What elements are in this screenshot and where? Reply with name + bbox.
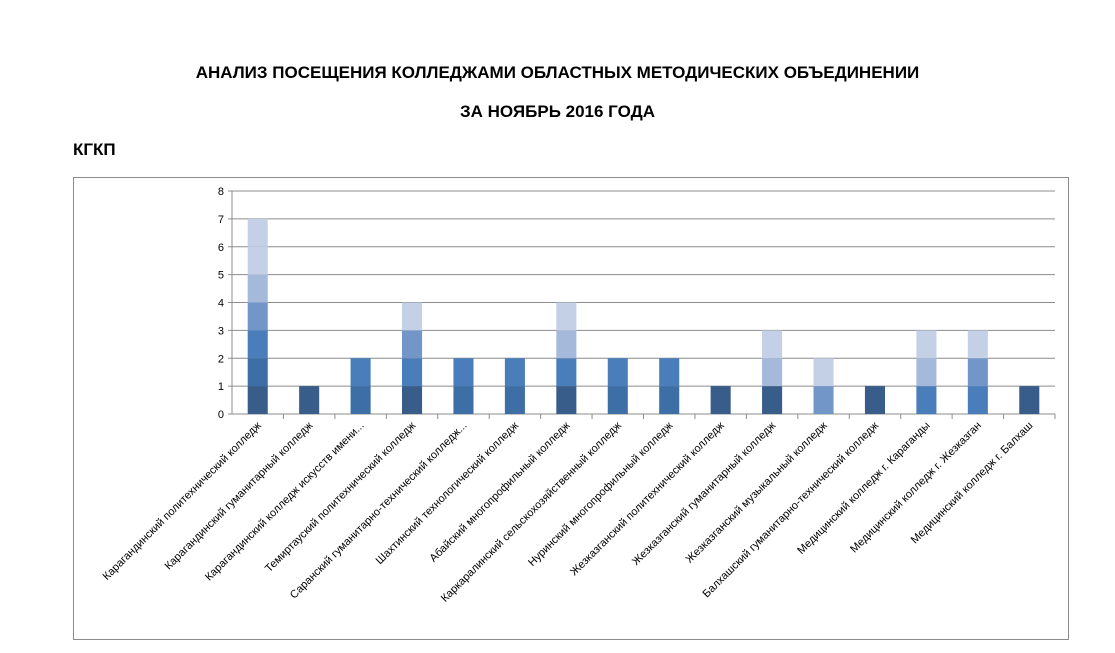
bar-segment-11-2	[762, 358, 783, 387]
bar-segment-7-1	[556, 386, 577, 414]
chart-title-line-2: ЗА НОЯБРЬ 2016 ГОДА	[460, 102, 655, 121]
y-tick-label-3: 3	[218, 325, 224, 337]
bar-segment-1-7	[247, 218, 268, 247]
chart-frame: 0 1 2 3 4 5 6 7 8 Карагандинский политехнический …	[73, 177, 1069, 640]
bar-segment-6-1	[504, 386, 525, 414]
bar-segment-9-1	[659, 386, 680, 414]
bar-segment-12-2	[813, 358, 834, 387]
bar-segment-9-2	[659, 358, 680, 387]
bar-segment-11-3	[762, 330, 783, 359]
category-label-8: Каркаралинский сельскохозяйственный колл…	[439, 419, 624, 604]
bar-segment-4-1	[402, 386, 423, 414]
y-tick-label-7: 7	[218, 214, 224, 226]
bar-segment-14-3	[916, 330, 937, 359]
bar-segment-2-1	[299, 386, 320, 414]
bar-segment-7-3	[556, 330, 577, 359]
category-label-5: Саранский гуманитарно-технический коллед…	[288, 420, 470, 602]
bar-segment-1-2	[247, 358, 268, 387]
bar-segment-1-6	[247, 246, 268, 275]
y-tick-label-8: 8	[218, 186, 224, 198]
bar-segment-4-2	[402, 358, 423, 387]
bar-segment-8-1	[607, 386, 628, 414]
bar-segment-3-1	[350, 386, 371, 414]
bar-segment-7-4	[556, 302, 577, 331]
bar-segment-1-1	[247, 386, 268, 414]
bar-segment-14-1	[916, 386, 937, 414]
category-label-13: Балхашский гуманитарно-технический колле…	[701, 419, 882, 600]
bar-segment-15-2	[967, 358, 988, 387]
bar-segment-14-2	[916, 358, 937, 387]
bar-segment-1-3	[247, 330, 268, 359]
bar-segment-10-1	[710, 386, 731, 414]
bar-segment-7-2	[556, 358, 577, 387]
y-tick-label-2: 2	[218, 353, 224, 365]
y-tick-label-6: 6	[218, 242, 224, 254]
bar-segment-3-2	[350, 358, 371, 387]
bar-segment-1-4	[247, 302, 268, 331]
bar-segment-12-1	[813, 386, 834, 414]
y-tick-label-1: 1	[218, 381, 224, 393]
bar-segment-4-4	[402, 302, 423, 331]
y-tick-label-5: 5	[218, 270, 224, 282]
y-tick-label-4: 4	[218, 298, 224, 310]
bar-segment-1-5	[247, 274, 268, 303]
bar-segment-11-1	[762, 386, 783, 414]
bar-segment-15-1	[967, 386, 988, 414]
bar-segment-4-3	[402, 330, 423, 359]
bar-segment-6-2	[504, 358, 525, 387]
chart-title-line-1: АНАЛИЗ ПОСЕЩЕНИЯ КОЛЛЕДЖАМИ ОБЛАСТНЫХ МЕ…	[195, 63, 920, 82]
bar-segment-15-3	[967, 330, 988, 359]
bar-segment-13-1	[864, 386, 885, 414]
section-label: КГКП	[73, 140, 116, 159]
bar-segment-8-2	[607, 358, 628, 387]
bar-segment-5-2	[453, 358, 474, 387]
bar-segment-16-1	[1019, 386, 1040, 414]
y-tick-label-0: 0	[218, 409, 224, 421]
bar-segment-5-1	[453, 386, 474, 414]
